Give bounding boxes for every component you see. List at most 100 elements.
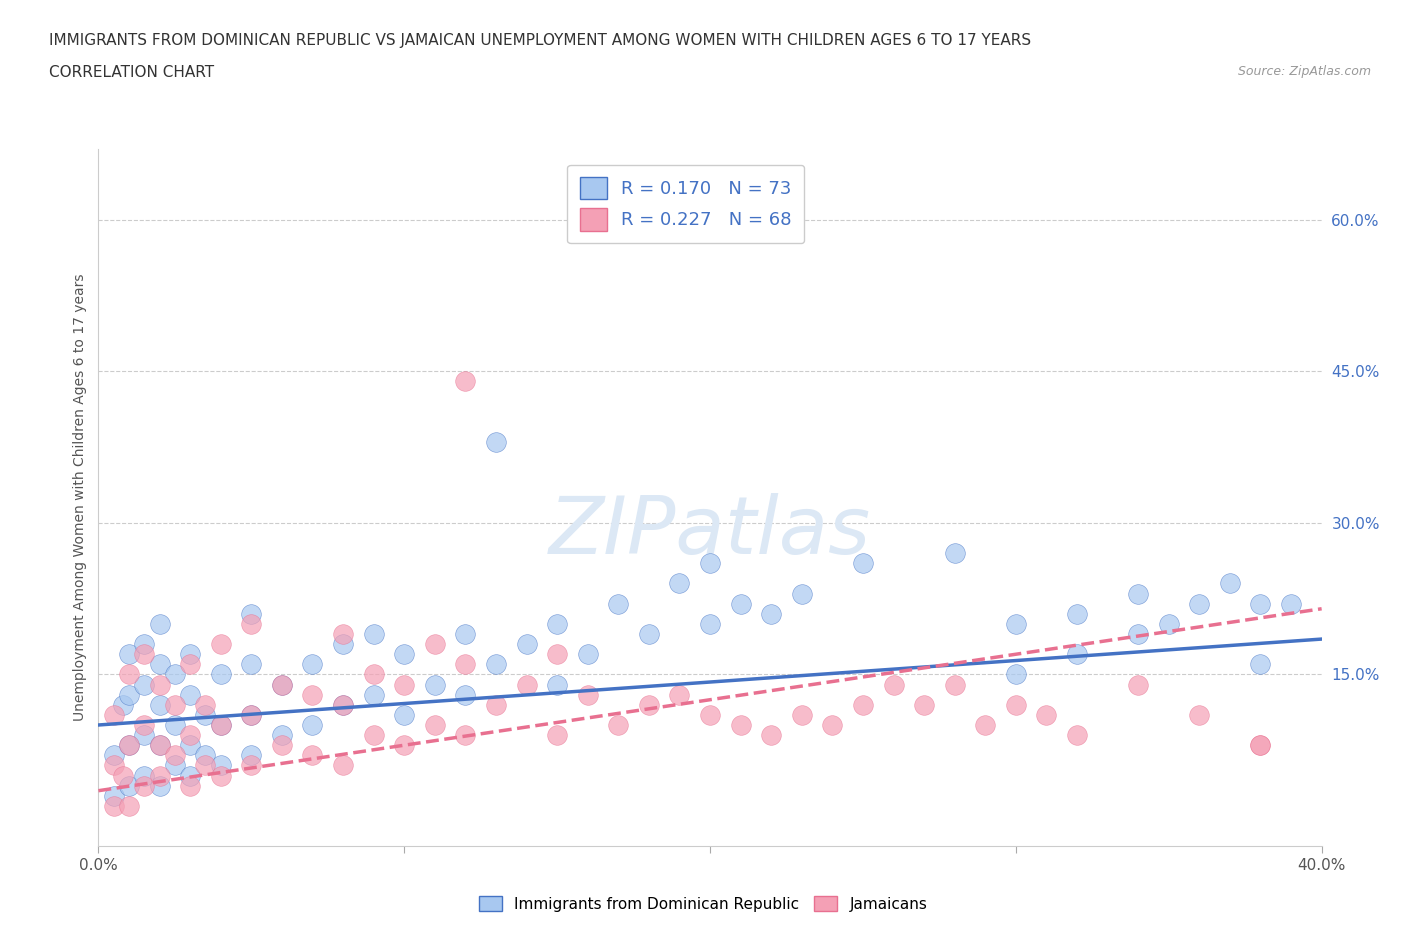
Point — [240, 657, 263, 671]
Point — [943, 677, 966, 692]
Point — [240, 617, 263, 631]
Text: CORRELATION CHART: CORRELATION CHART — [49, 65, 214, 80]
Point — [883, 677, 905, 692]
Point — [363, 727, 385, 742]
Point — [454, 687, 477, 702]
Point — [134, 637, 156, 652]
Point — [576, 646, 599, 661]
Point — [149, 737, 172, 752]
Point — [363, 627, 385, 642]
Point — [194, 748, 217, 763]
Point — [943, 546, 966, 561]
Point — [1128, 677, 1150, 692]
Point — [1066, 606, 1088, 621]
Point — [1219, 576, 1241, 591]
Point — [454, 627, 477, 642]
Point — [668, 687, 690, 702]
Point — [209, 758, 232, 773]
Point — [852, 698, 875, 712]
Point — [1128, 627, 1150, 642]
Point — [149, 617, 172, 631]
Point — [1004, 698, 1026, 712]
Point — [149, 778, 172, 793]
Point — [1157, 617, 1180, 631]
Point — [1279, 596, 1302, 611]
Point — [912, 698, 935, 712]
Point — [546, 677, 568, 692]
Point — [1249, 737, 1271, 752]
Point — [974, 718, 997, 733]
Point — [363, 667, 385, 682]
Point — [163, 718, 186, 733]
Point — [209, 637, 232, 652]
Point — [730, 596, 752, 611]
Point — [301, 687, 323, 702]
Point — [179, 768, 201, 783]
Point — [759, 606, 782, 621]
Point — [1249, 657, 1271, 671]
Text: Source: ZipAtlas.com: Source: ZipAtlas.com — [1237, 65, 1371, 78]
Point — [637, 698, 661, 712]
Point — [1188, 708, 1211, 723]
Point — [270, 677, 292, 692]
Point — [516, 637, 538, 652]
Point — [179, 657, 201, 671]
Point — [103, 758, 125, 773]
Point — [332, 698, 354, 712]
Point — [1035, 708, 1057, 723]
Point — [790, 708, 813, 723]
Point — [699, 708, 721, 723]
Point — [118, 737, 141, 752]
Point — [179, 778, 201, 793]
Point — [699, 212, 721, 227]
Point — [270, 737, 292, 752]
Point — [1066, 727, 1088, 742]
Point — [1188, 596, 1211, 611]
Point — [668, 576, 690, 591]
Point — [301, 657, 323, 671]
Point — [209, 667, 232, 682]
Point — [1004, 667, 1026, 682]
Point — [852, 556, 875, 571]
Point — [163, 758, 186, 773]
Point — [301, 748, 323, 763]
Point — [1066, 646, 1088, 661]
Point — [209, 768, 232, 783]
Point — [240, 758, 263, 773]
Point — [485, 698, 508, 712]
Legend: Immigrants from Dominican Republic, Jamaicans: Immigrants from Dominican Republic, Jama… — [472, 889, 934, 918]
Legend: R = 0.170   N = 73, R = 0.227   N = 68: R = 0.170 N = 73, R = 0.227 N = 68 — [567, 165, 804, 243]
Point — [516, 677, 538, 692]
Text: ZIPatlas: ZIPatlas — [548, 494, 872, 571]
Point — [546, 727, 568, 742]
Point — [240, 708, 263, 723]
Point — [1128, 586, 1150, 601]
Point — [149, 698, 172, 712]
Point — [607, 596, 630, 611]
Point — [194, 698, 217, 712]
Point — [134, 677, 156, 692]
Point — [103, 789, 125, 804]
Point — [759, 727, 782, 742]
Point — [423, 637, 446, 652]
Point — [194, 708, 217, 723]
Text: IMMIGRANTS FROM DOMINICAN REPUBLIC VS JAMAICAN UNEMPLOYMENT AMONG WOMEN WITH CHI: IMMIGRANTS FROM DOMINICAN REPUBLIC VS JA… — [49, 33, 1032, 47]
Point — [423, 718, 446, 733]
Point — [392, 646, 416, 661]
Point — [118, 687, 141, 702]
Point — [118, 667, 141, 682]
Point — [103, 799, 125, 814]
Point — [240, 748, 263, 763]
Point — [179, 646, 201, 661]
Point — [485, 657, 508, 671]
Point — [392, 677, 416, 692]
Point — [392, 737, 416, 752]
Point — [149, 768, 172, 783]
Point — [363, 687, 385, 702]
Point — [194, 758, 217, 773]
Point — [179, 687, 201, 702]
Point — [134, 778, 156, 793]
Point — [134, 768, 156, 783]
Point — [332, 758, 354, 773]
Point — [699, 617, 721, 631]
